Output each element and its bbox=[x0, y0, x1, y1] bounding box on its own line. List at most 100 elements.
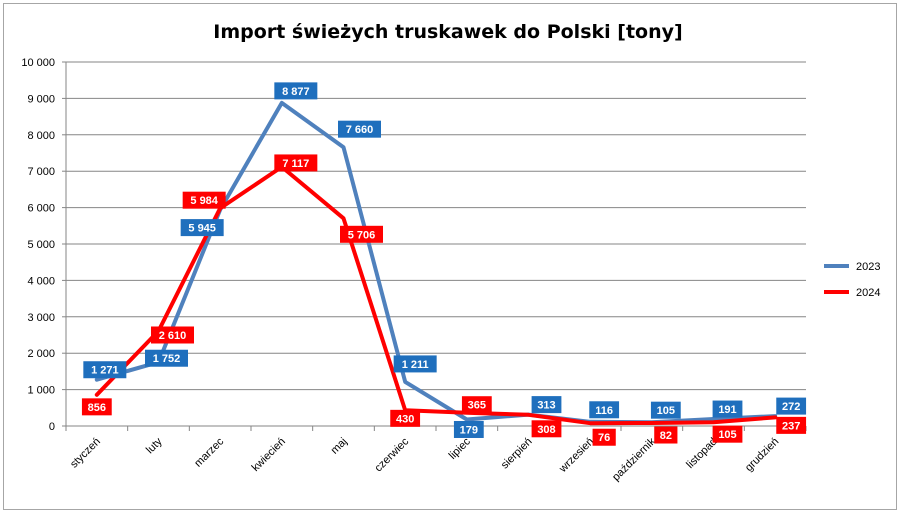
y-tick-label: 8 000 bbox=[27, 130, 55, 142]
x-tick-label: styczeń bbox=[68, 436, 103, 471]
legend: 2023 2024 bbox=[824, 261, 880, 299]
data-label-box bbox=[151, 326, 194, 344]
data-label-text: 313 bbox=[537, 400, 555, 412]
data-label-box bbox=[182, 191, 226, 209]
data-label-2023-10: 191 bbox=[712, 400, 743, 418]
x-tick-label: luty bbox=[144, 435, 165, 456]
data-label-text: 272 bbox=[782, 401, 800, 413]
data-label-text: 179 bbox=[460, 424, 478, 436]
data-label-2023-2: 5 945 bbox=[180, 219, 224, 237]
data-label-text: 7 117 bbox=[282, 158, 309, 170]
legend-label: 2024 bbox=[856, 287, 880, 299]
data-label-2024-5: 430 bbox=[390, 409, 421, 427]
data-label-2024-6: 365 bbox=[461, 396, 492, 414]
x-tick-label: sierpień bbox=[499, 436, 535, 472]
data-label-box bbox=[83, 361, 127, 379]
y-tick-label: 1 000 bbox=[27, 385, 55, 397]
chart-title: Import świeżych truskawek do Polski [ton… bbox=[213, 21, 682, 43]
series-lines bbox=[94, 100, 778, 426]
data-label-text: 76 bbox=[598, 432, 610, 444]
data-label-2024-11: 237 bbox=[776, 416, 807, 434]
data-label-2024-9: 82 bbox=[654, 426, 678, 444]
data-label-2023-1: 1 752 bbox=[145, 349, 188, 367]
data-label-box bbox=[654, 426, 678, 444]
data-label-box bbox=[589, 401, 620, 419]
data-label-box bbox=[274, 82, 318, 100]
gridlines bbox=[66, 61, 806, 391]
x-tick-label: wrzesień bbox=[556, 436, 596, 476]
data-label-2023-0: 1 271 bbox=[83, 361, 127, 379]
data-label-text: 1 211 bbox=[402, 359, 429, 371]
y-tick-label: 4 000 bbox=[27, 275, 55, 287]
y-tick-label: 7 000 bbox=[27, 166, 55, 178]
y-tick-label: 2 000 bbox=[27, 348, 55, 360]
data-label-box bbox=[531, 420, 562, 438]
data-label-2024-3: 7 117 bbox=[274, 154, 318, 172]
data-label-box bbox=[340, 225, 383, 243]
data-label-text: 308 bbox=[537, 424, 555, 436]
data-label-box bbox=[145, 349, 188, 367]
data-label-text: 237 bbox=[782, 420, 800, 432]
y-axis-ticks: 0 1 000 2 000 3 000 4 000 5 000 6 000 7 000 8 00… bbox=[21, 57, 55, 433]
data-label-2024-10: 105 bbox=[712, 425, 743, 443]
y-tick-label: 5 000 bbox=[27, 239, 55, 251]
y-tick-label: 6 000 bbox=[27, 203, 55, 215]
y-tick-label: 10 000 bbox=[21, 57, 55, 69]
x-tick-label: czerwiec bbox=[373, 435, 412, 474]
data-label-text: 430 bbox=[396, 413, 414, 425]
y-tick-label: 9 000 bbox=[27, 93, 55, 105]
data-label-text: 1 752 bbox=[153, 353, 181, 365]
data-label-box bbox=[81, 398, 112, 416]
legend-label: 2023 bbox=[856, 261, 880, 273]
data-label-box bbox=[393, 355, 437, 373]
data-labels: 1 271 1 752 5 945 8 877 7 660 1 211 179 313 116 1… bbox=[81, 82, 807, 446]
data-label-box bbox=[180, 219, 224, 237]
x-tick-label: grudzień bbox=[743, 436, 781, 474]
data-label-text: 7 660 bbox=[346, 124, 374, 136]
x-tick-label: maj bbox=[329, 436, 350, 457]
data-label-text: 5 945 bbox=[188, 223, 216, 235]
data-label-box bbox=[461, 396, 492, 414]
data-label-2024-2: 5 984 bbox=[182, 191, 226, 209]
legend-item-2023: 2023 bbox=[824, 261, 880, 273]
data-label-2023-11: 272 bbox=[776, 397, 807, 415]
data-label-box bbox=[712, 400, 743, 418]
data-label-box bbox=[338, 120, 381, 138]
data-label-box bbox=[390, 409, 421, 427]
data-label-text: 365 bbox=[468, 400, 486, 412]
data-label-text: 5 706 bbox=[348, 229, 376, 241]
data-label-text: 105 bbox=[718, 429, 736, 441]
data-label-box bbox=[776, 416, 807, 434]
legend-item-2024: 2024 bbox=[824, 287, 880, 299]
data-label-2023-4: 7 660 bbox=[338, 120, 381, 138]
data-label-2023-6: 179 bbox=[453, 420, 484, 438]
data-label-text: 191 bbox=[718, 404, 736, 416]
data-label-box bbox=[453, 420, 484, 438]
data-label-2024-0: 856 bbox=[81, 398, 112, 416]
data-label-text: 1 271 bbox=[91, 365, 119, 377]
series-line-2023 bbox=[94, 100, 778, 425]
data-label-box bbox=[650, 401, 681, 419]
data-label-text: 2 610 bbox=[159, 330, 187, 342]
data-label-text: 105 bbox=[657, 405, 675, 417]
x-tick-label: kwiecień bbox=[250, 436, 288, 474]
data-label-box bbox=[592, 428, 616, 446]
y-tick-label: 3 000 bbox=[27, 312, 55, 324]
data-label-2023-9: 105 bbox=[650, 401, 681, 419]
data-label-box bbox=[776, 397, 807, 415]
data-label-box bbox=[274, 154, 318, 172]
axes bbox=[62, 61, 807, 431]
data-label-box bbox=[531, 396, 562, 414]
x-tick-label: marzec bbox=[192, 435, 226, 469]
data-label-2024-4: 5 706 bbox=[340, 225, 383, 243]
data-label-2023-3: 8 877 bbox=[274, 82, 318, 100]
data-label-text: 856 bbox=[88, 402, 106, 414]
data-label-2024-7: 308 bbox=[531, 420, 562, 438]
data-label-text: 116 bbox=[595, 405, 613, 417]
x-tick-label: październik bbox=[610, 435, 658, 483]
data-label-2024-1: 2 610 bbox=[151, 326, 194, 344]
data-label-text: 8 877 bbox=[282, 86, 310, 98]
data-label-2023-5: 1 211 bbox=[393, 355, 437, 373]
data-label-text: 5 984 bbox=[190, 195, 218, 207]
